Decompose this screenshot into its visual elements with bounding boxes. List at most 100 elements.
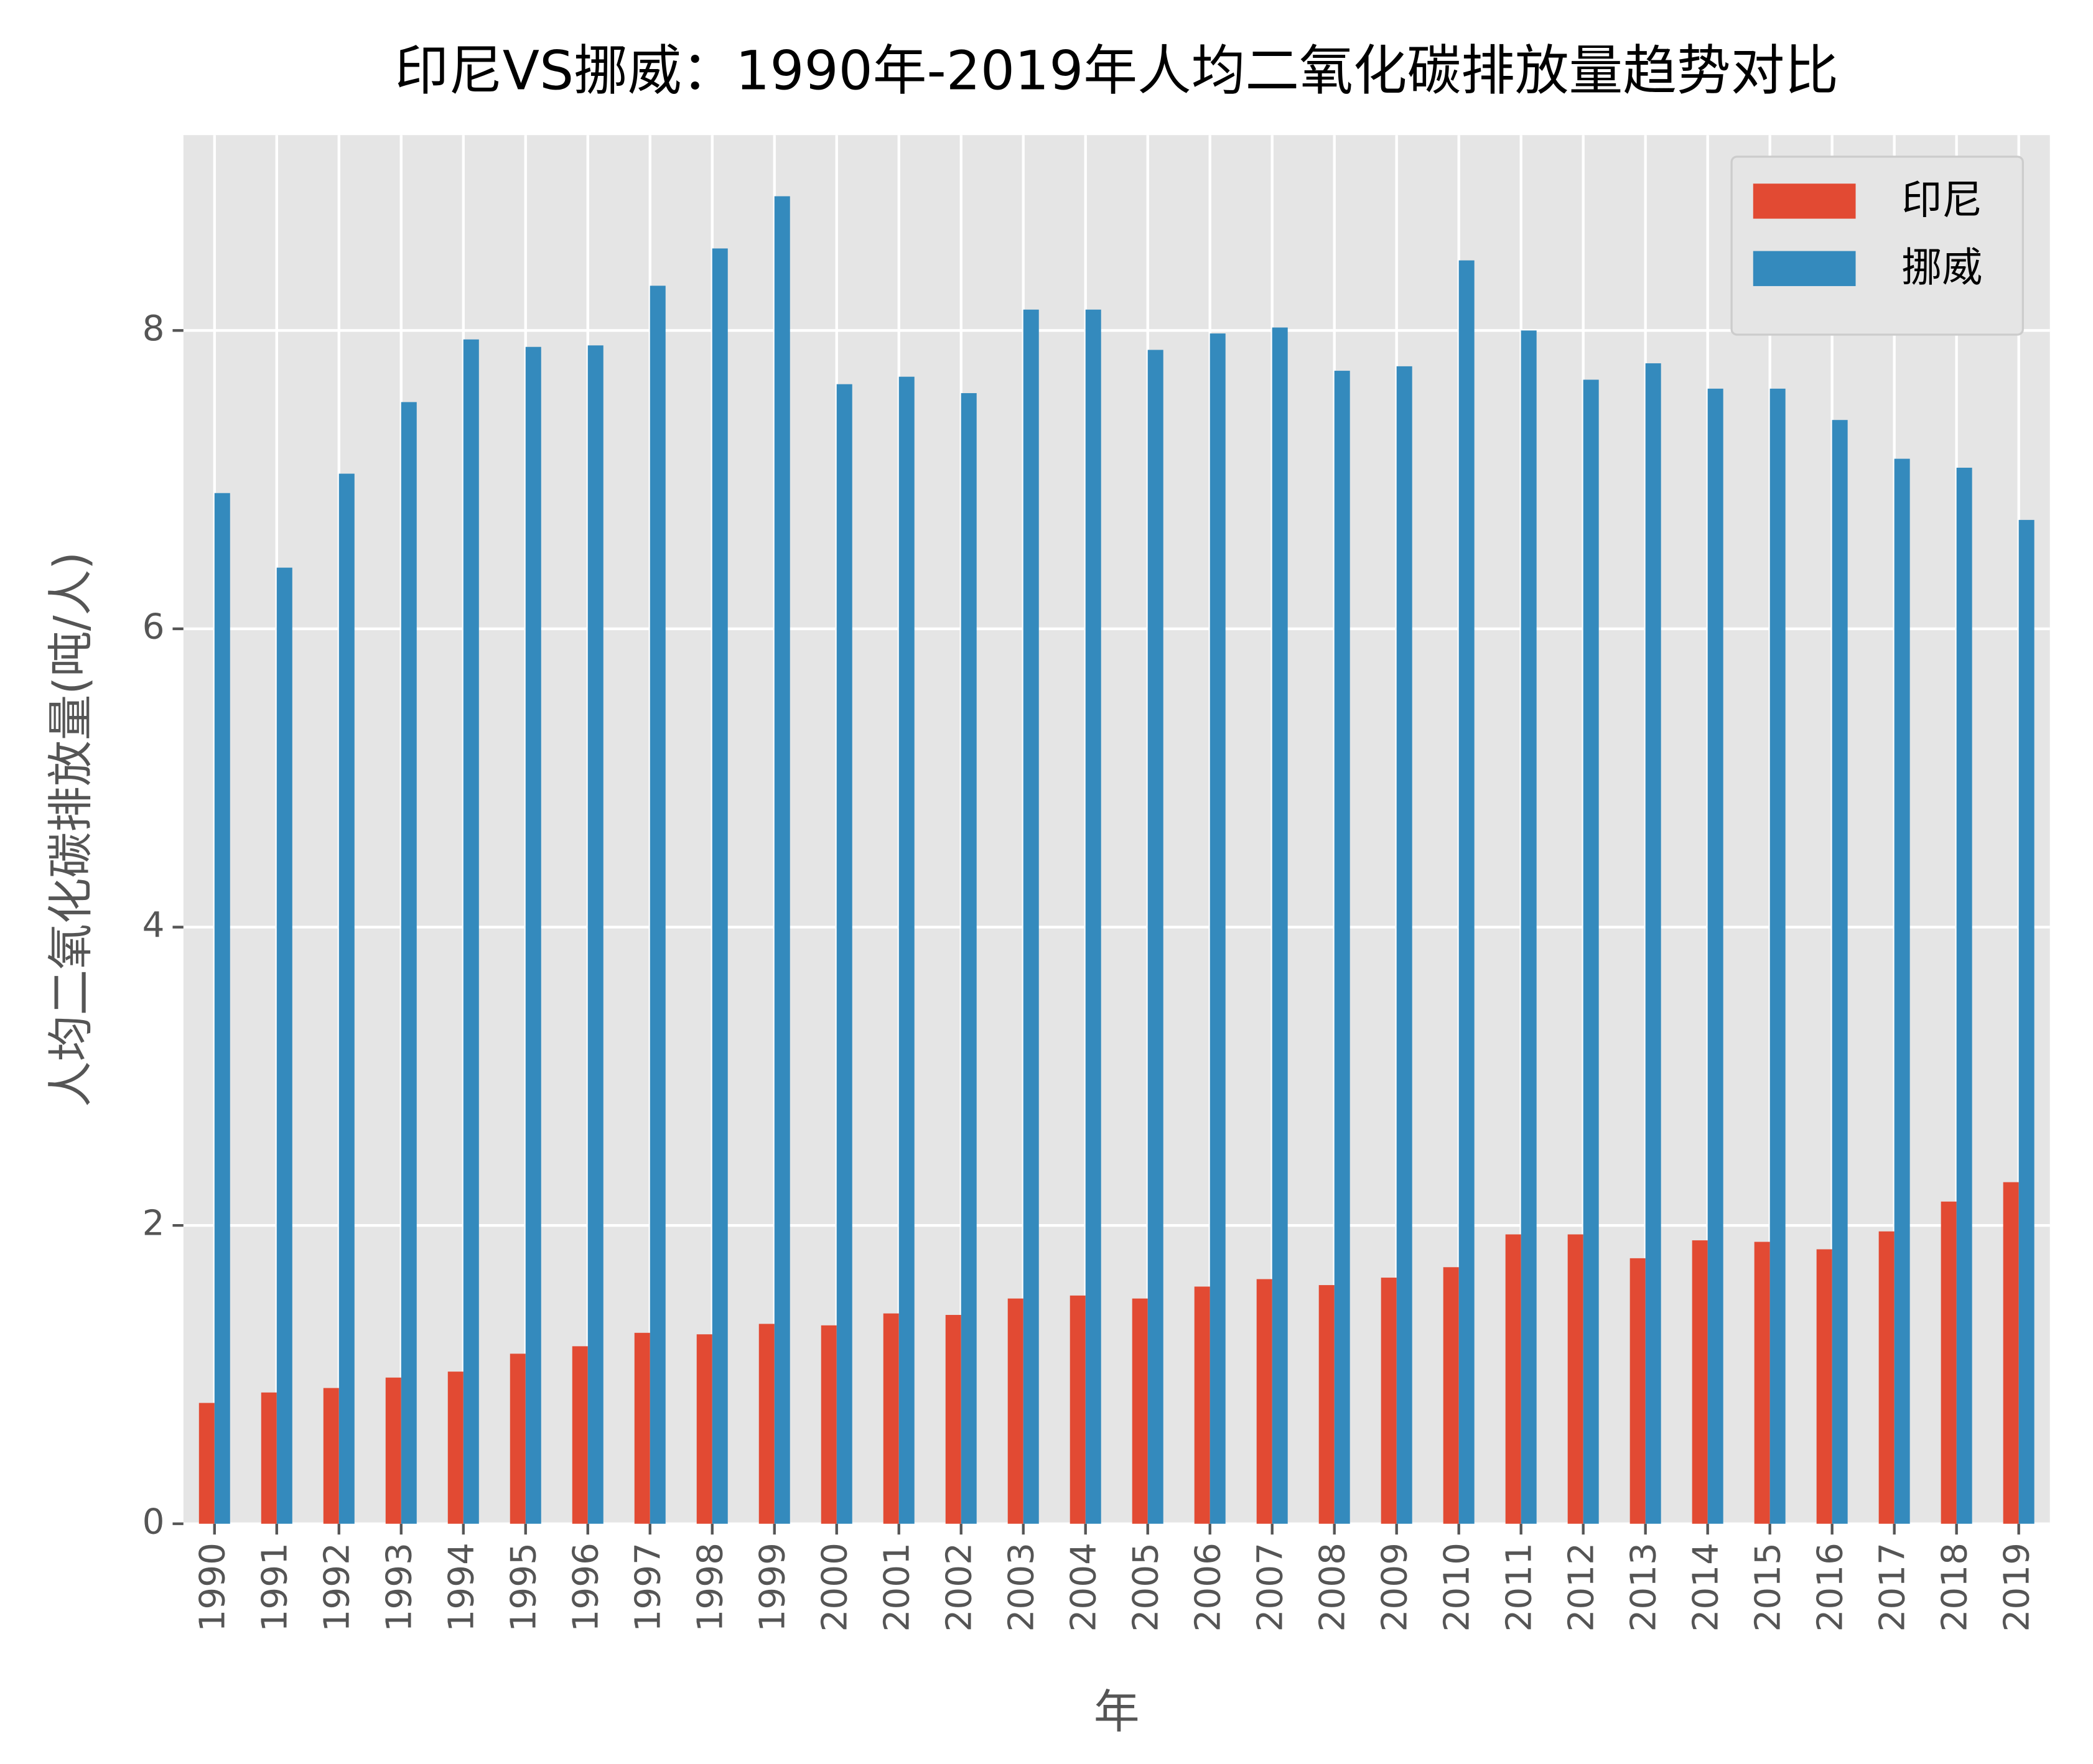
x-tick-label: 1999	[752, 1543, 793, 1632]
legend-label: 挪威	[1901, 244, 1982, 291]
x-tick-label: 2013	[1623, 1543, 1664, 1632]
bar	[1458, 260, 1475, 1524]
x-tick-label: 2009	[1374, 1543, 1415, 1632]
bar	[261, 1392, 277, 1524]
x-tick-label: 2017	[1872, 1543, 1913, 1632]
bar	[1210, 333, 1226, 1524]
bar	[836, 384, 852, 1524]
bar	[1334, 371, 1350, 1524]
bar	[525, 346, 541, 1524]
bar	[650, 285, 666, 1524]
x-tick-label: 2006	[1188, 1543, 1228, 1632]
bar	[1629, 1258, 1646, 1524]
bar	[2018, 519, 2035, 1524]
bar	[1816, 1249, 1832, 1524]
y-tick-label: 4	[142, 905, 165, 945]
x-tick-label: 1998	[690, 1543, 730, 1632]
x-tick-label: 2015	[1748, 1543, 1788, 1632]
bar	[1132, 1298, 1148, 1524]
y-tick-label: 8	[142, 309, 165, 349]
bar	[2003, 1182, 2019, 1524]
bar	[961, 393, 977, 1524]
bar	[945, 1315, 961, 1524]
bar	[696, 1334, 712, 1524]
x-tick-label: 1997	[628, 1543, 668, 1632]
x-tick-label: 2000	[814, 1543, 855, 1632]
bar	[1272, 327, 1288, 1524]
bar	[1692, 1240, 1708, 1524]
x-tick-label: 1991	[254, 1543, 295, 1632]
bar	[1085, 309, 1101, 1524]
bar	[1878, 1231, 1895, 1524]
bar	[1832, 420, 1848, 1524]
x-tick-label: 2012	[1561, 1543, 1601, 1632]
x-tick-label: 2005	[1126, 1543, 1166, 1632]
x-tick-label: 1993	[379, 1543, 419, 1632]
bar	[1070, 1295, 1086, 1524]
bar	[572, 1346, 588, 1524]
legend-swatch	[1753, 251, 1856, 286]
bar	[1521, 330, 1537, 1524]
y-tick-label: 0	[142, 1502, 165, 1542]
bar	[712, 248, 728, 1524]
bar	[463, 339, 479, 1524]
bar	[1645, 363, 1661, 1524]
bar	[587, 345, 604, 1524]
x-tick-label: 2003	[1001, 1543, 1042, 1632]
y-tick-label: 2	[142, 1204, 165, 1244]
bar	[1956, 467, 1972, 1524]
bar	[447, 1372, 464, 1524]
x-tick-label: 2018	[1934, 1543, 1975, 1632]
legend-swatch	[1753, 183, 1856, 219]
bar	[883, 1313, 899, 1524]
x-tick-label: 2016	[1810, 1543, 1850, 1632]
bar	[821, 1325, 837, 1524]
bar	[323, 1388, 339, 1524]
x-tick-label: 2004	[1063, 1543, 1104, 1632]
x-tick-label: 1996	[566, 1543, 606, 1632]
bar	[1147, 350, 1163, 1524]
bar	[1194, 1286, 1210, 1524]
x-tick-label: 1995	[503, 1543, 544, 1632]
x-tick-label: 1992	[317, 1543, 357, 1632]
bar	[1583, 379, 1599, 1524]
bar	[1754, 1242, 1770, 1524]
x-tick-label: 2014	[1685, 1543, 1726, 1632]
bar	[758, 1324, 775, 1524]
bar	[1381, 1278, 1397, 1524]
bar	[1505, 1234, 1521, 1524]
x-tick-label: 2002	[939, 1543, 979, 1632]
bar	[774, 196, 790, 1524]
bar	[898, 376, 915, 1524]
x-tick-label: 1994	[441, 1543, 482, 1632]
bar	[1007, 1298, 1023, 1524]
bar	[1318, 1285, 1335, 1524]
chart-title: 印尼VS挪威：1990年-2019年人均二氧化碳排放量趋势对比	[394, 40, 1839, 103]
x-tick-label: 1990	[192, 1543, 233, 1632]
bar	[385, 1377, 401, 1524]
bar	[1894, 458, 1910, 1524]
y-tick-label: 6	[142, 607, 165, 648]
x-tick-label: 2001	[877, 1543, 917, 1632]
bar	[1256, 1279, 1272, 1524]
bar	[634, 1332, 650, 1524]
legend-label: 印尼	[1901, 177, 1982, 224]
bar	[198, 1403, 215, 1524]
bar	[214, 493, 230, 1524]
x-tick-label: 2007	[1250, 1543, 1290, 1632]
bar	[276, 567, 292, 1524]
bar	[401, 402, 417, 1524]
bar	[1396, 366, 1412, 1524]
bar	[510, 1353, 526, 1524]
y-axis-label: 人均二氧化碳排放量(吨/人)	[45, 552, 98, 1107]
x-axis-label: 年	[1094, 1686, 1140, 1739]
x-tick-label: 2010	[1437, 1543, 1477, 1632]
plot-area	[183, 135, 2050, 1524]
bar	[1941, 1201, 1957, 1524]
x-tick-label: 2008	[1312, 1543, 1353, 1632]
bar	[1769, 388, 1786, 1524]
bar	[1567, 1234, 1583, 1524]
bar	[1023, 309, 1039, 1524]
